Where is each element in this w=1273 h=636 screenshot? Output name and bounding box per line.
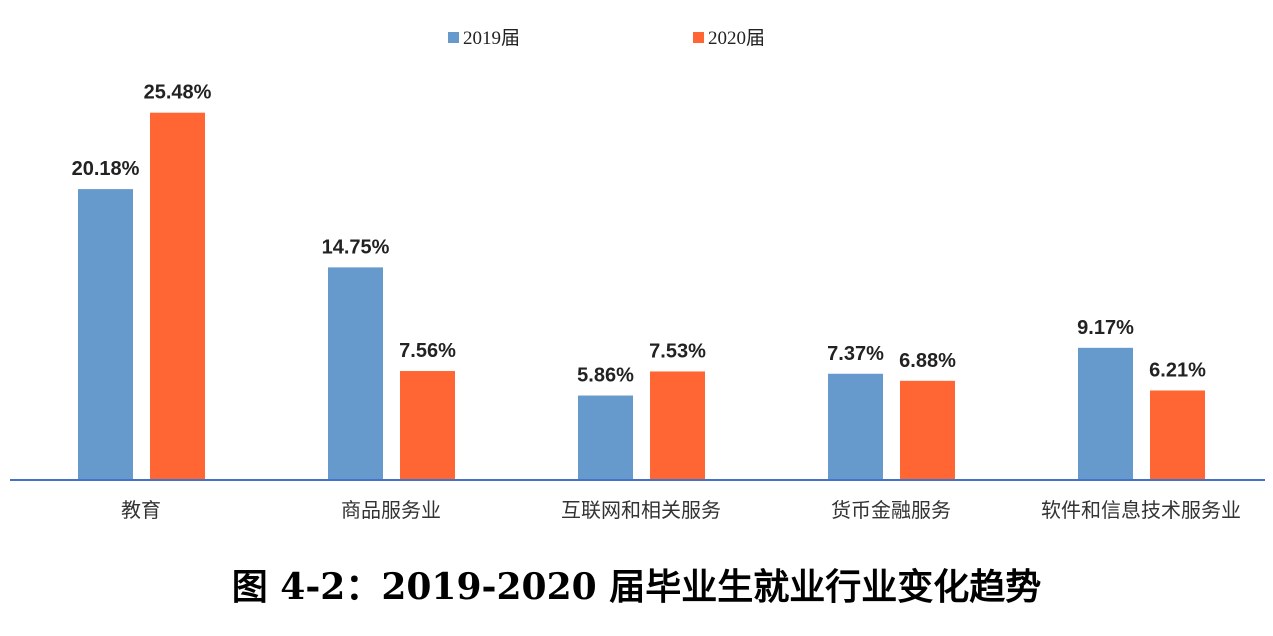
bar-2020-2 [650,371,705,480]
category-label-4: 软件和信息技术服务业 [1041,498,1241,522]
data-label-2019-3: 7.37% [827,343,884,365]
data-label-2019-1: 14.75% [322,236,390,258]
bar-2019-4 [1078,347,1133,480]
data-label-2020-2: 7.53% [649,340,706,362]
data-label-2019-0: 20.18% [72,158,140,180]
bar-chart: 2019届 2020届 20.18% 25.48% 教育 14.75% 7.56% 商品服… [10,28,1265,522]
data-label-2020-1: 7.56% [399,340,456,362]
category-label-0: 教育 [121,498,161,522]
category-label-3: 货币金融服务 [831,498,951,522]
legend-label-2020: 2020届 [708,28,765,49]
legend-label-2019: 2019届 [463,28,520,49]
bar-2020-3 [900,380,955,480]
bar-2019-0 [78,189,133,480]
figure-caption: 图 4-2：2019-2020 届毕业生就业行业变化趋势 [231,566,1042,608]
legend-swatch-2020 [693,32,704,43]
bar-2019-2 [578,395,633,480]
plot-area: 20.18% 25.48% 教育 14.75% 7.56% 商品服务业 5.86% 7.53%… [72,82,1241,522]
data-label-2020-3: 6.88% [899,350,956,372]
data-label-2020-4: 6.21% [1149,359,1206,381]
bar-2020-1 [400,371,455,480]
data-label-2020-0: 25.48% [144,82,212,104]
bar-2019-1 [328,267,383,480]
bar-2020-4 [1150,390,1205,480]
legend: 2019届 2020届 [448,28,765,49]
bar-2019-3 [828,373,883,480]
category-label-1: 商品服务业 [341,498,441,522]
category-label-2: 互联网和相关服务 [561,498,721,522]
legend-swatch-2019 [448,32,459,43]
data-label-2019-2: 5.86% [577,365,634,387]
data-label-2019-4: 9.17% [1077,317,1134,339]
bar-2020-0 [150,112,205,480]
